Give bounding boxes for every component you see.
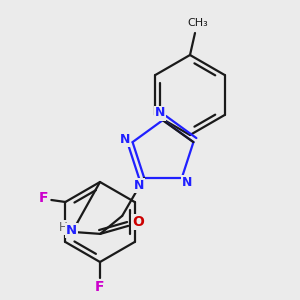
Text: CH₃: CH₃ [188,18,208,28]
Text: N: N [66,224,77,237]
Text: O: O [132,215,144,229]
Text: N: N [119,133,130,146]
Text: F: F [95,280,105,294]
Text: N: N [155,106,165,119]
Text: N: N [182,176,192,189]
Text: H: H [59,221,68,234]
Text: N: N [134,179,144,192]
Text: F: F [39,191,48,205]
